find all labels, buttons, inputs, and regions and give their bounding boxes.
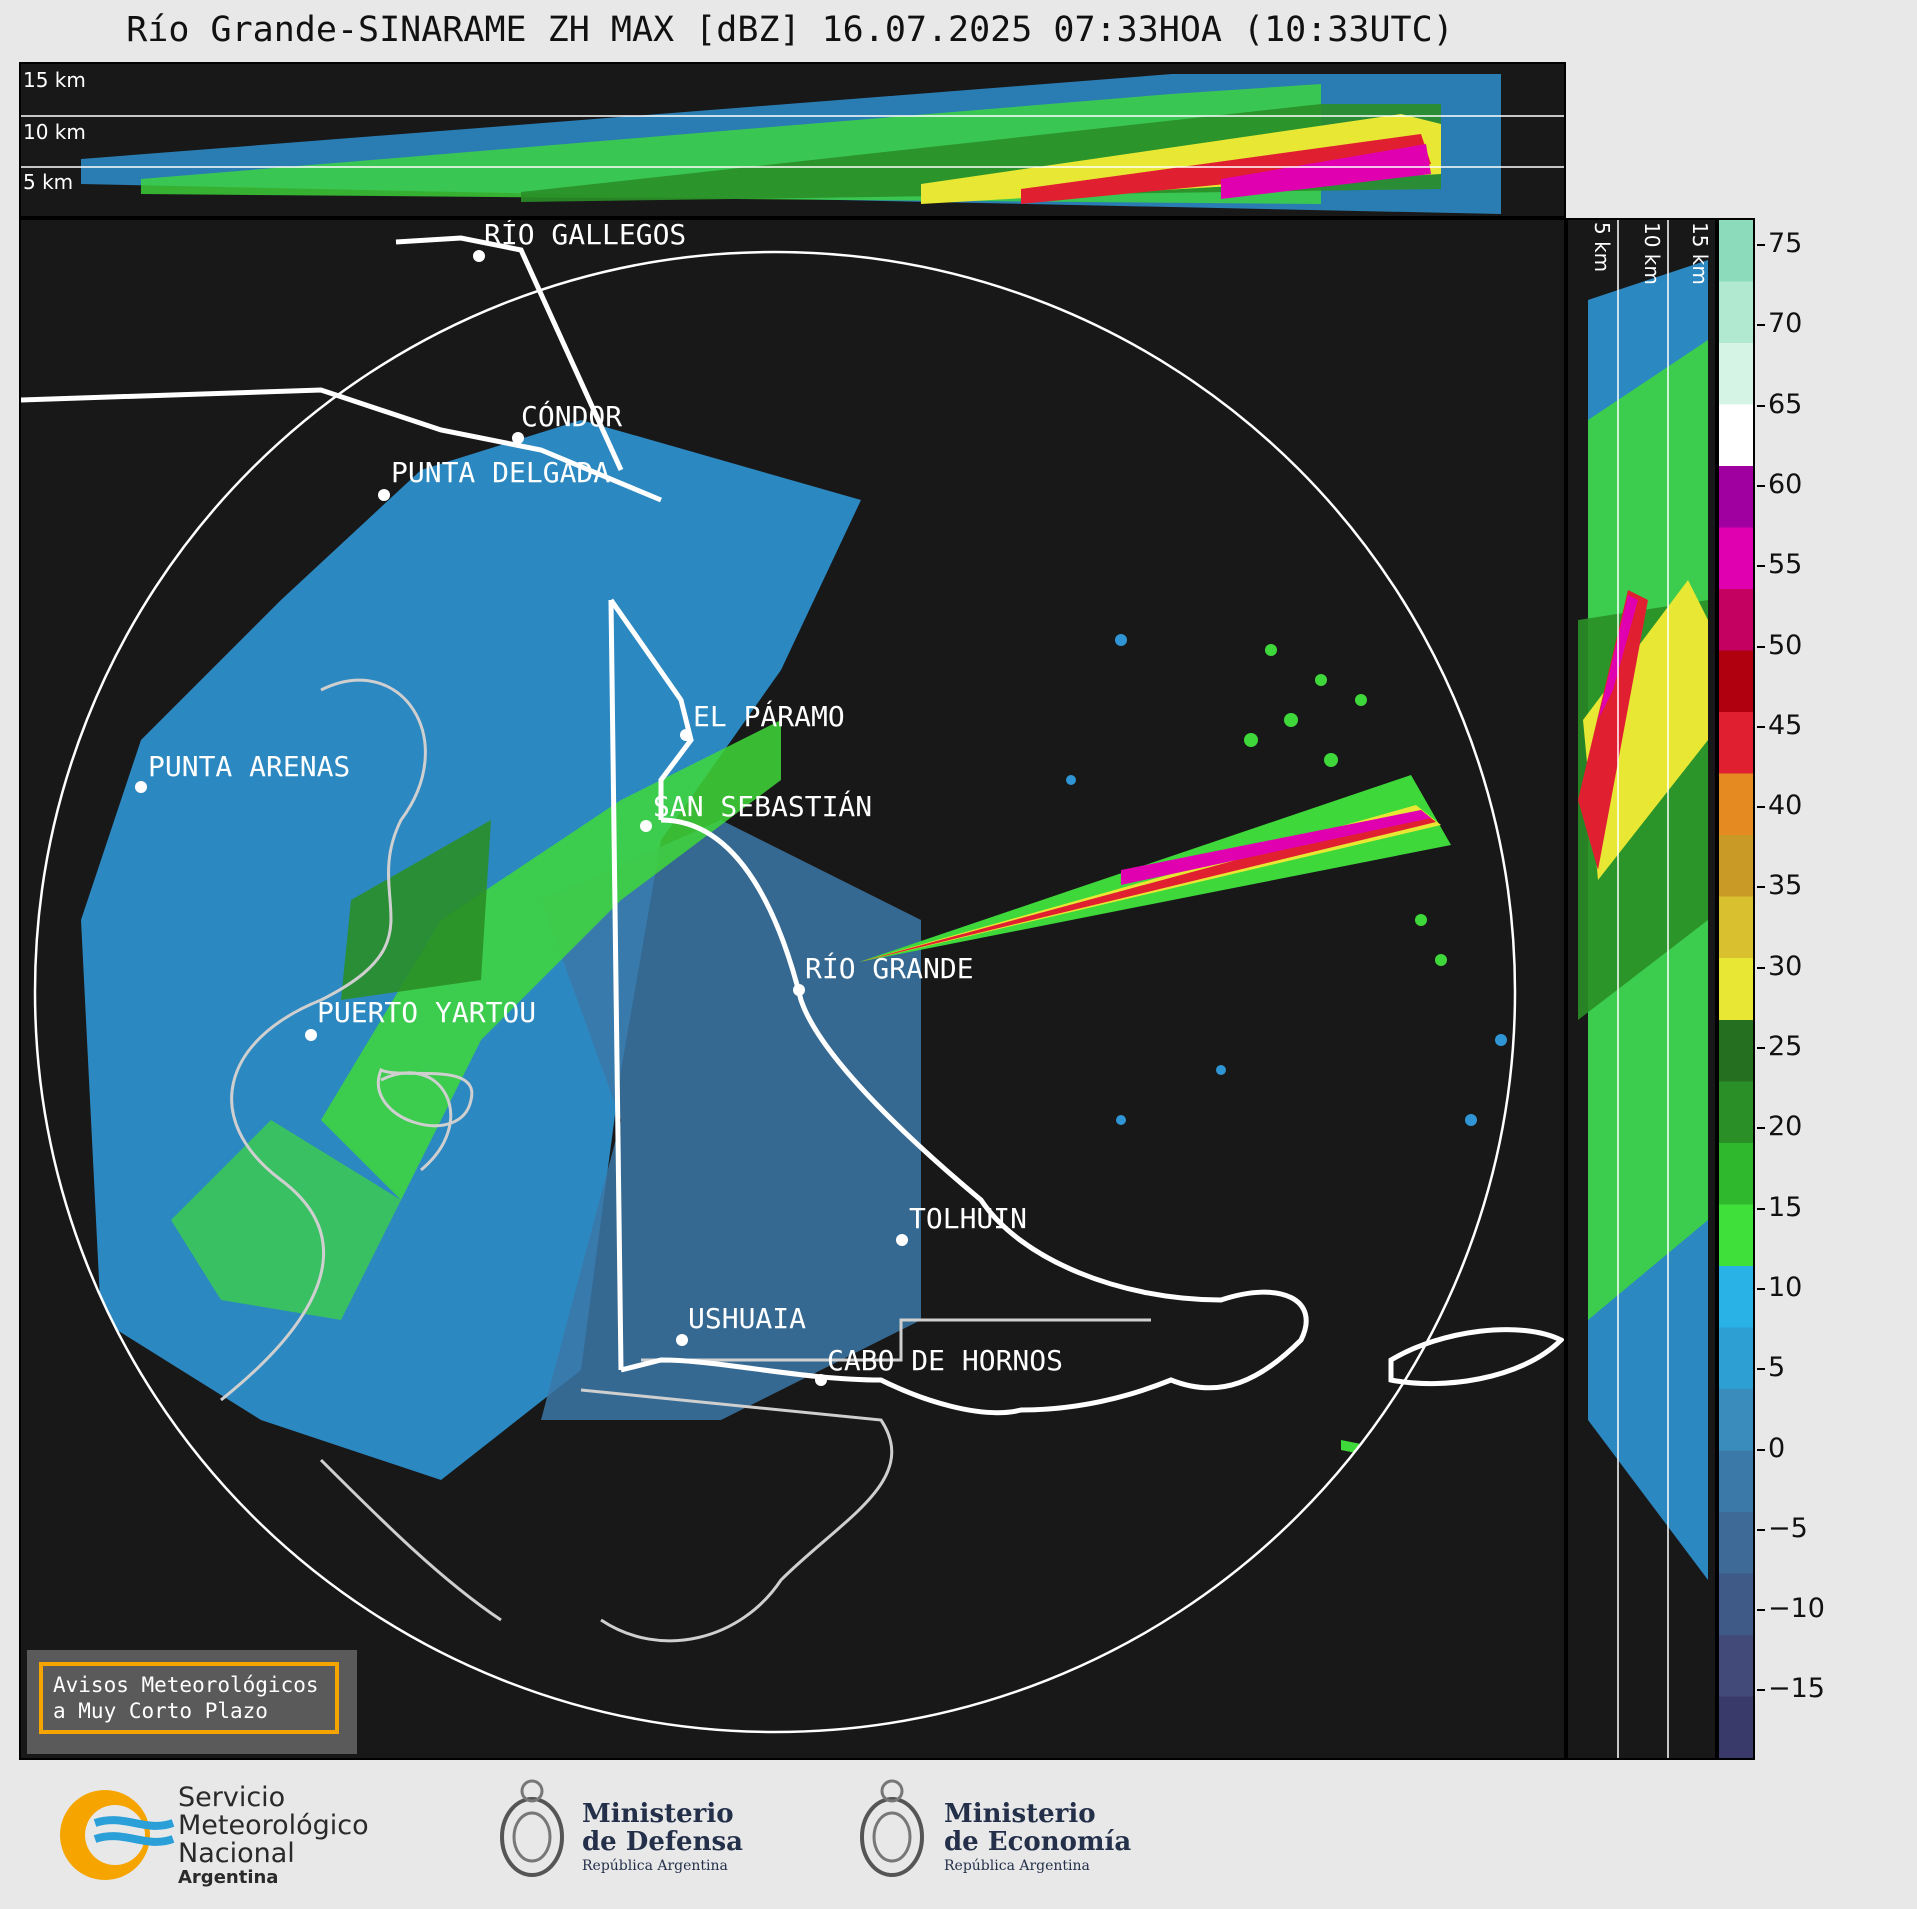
chart-title: Río Grande-SINARAME ZH MAX [dBZ] 16.07.2… bbox=[126, 10, 1454, 50]
colorbar-tick-label: −5 bbox=[1768, 1512, 1808, 1544]
coastlines bbox=[220, 678, 1151, 1643]
smn-line-2: Meteorológico bbox=[178, 1810, 369, 1841]
right-cross-section-echoes bbox=[1578, 220, 1708, 1758]
city-label-el-paramo: EL PÁRAMO bbox=[693, 700, 845, 733]
colorbar-tick-label: 30 bbox=[1768, 950, 1803, 982]
colorbar-tick bbox=[1757, 1207, 1765, 1210]
city-markers bbox=[135, 250, 908, 1386]
city-label-rio-grande: RÍO GRANDE bbox=[805, 952, 974, 985]
colorbar-tick-label: 40 bbox=[1768, 790, 1803, 822]
city-label-punta-arenas: PUNTA ARENAS bbox=[148, 750, 351, 783]
defensa-line-1: Ministerio bbox=[582, 1799, 734, 1829]
echo-cells-east bbox=[1244, 644, 1447, 966]
city-label-cabo-de-hornos: CABO DE HORNOS bbox=[827, 1344, 1064, 1377]
colorbar-tick-label: 0 bbox=[1768, 1432, 1786, 1464]
right-height-label-10: 10 km bbox=[1640, 222, 1664, 285]
colorbar-tick-label: 75 bbox=[1768, 228, 1803, 259]
colorbar-tick bbox=[1757, 725, 1765, 728]
colorbar-tick-label: 10 bbox=[1768, 1271, 1803, 1303]
defensa-logo-text: Ministerio de Defensa República Argentin… bbox=[582, 1800, 743, 1876]
colorbar-tick bbox=[1757, 1689, 1765, 1692]
colorbar-tick bbox=[1757, 645, 1765, 648]
avisos-box: Avisos Meteorológicos a Muy Corto Plazo bbox=[27, 1650, 357, 1754]
colorbar-tick bbox=[1757, 806, 1765, 809]
colorbar-tick-label: 25 bbox=[1768, 1031, 1803, 1062]
echo-spike-magenta bbox=[1121, 810, 1431, 885]
echo-streak-green bbox=[1341, 1440, 1441, 1470]
smn-line-3: Nacional bbox=[178, 1838, 295, 1869]
top-height-label-5: 5 km bbox=[23, 170, 74, 194]
colorbar-tick bbox=[1757, 1528, 1765, 1531]
city-label-puerto-yartou: PUERTO YARTOU bbox=[317, 996, 537, 1029]
economia-line-1: Ministerio bbox=[944, 1799, 1096, 1829]
smn-logo-icon bbox=[60, 1790, 175, 1880]
echo-band-green-1 bbox=[321, 720, 781, 1200]
colorbar-tick bbox=[1757, 1609, 1765, 1612]
colorbar-tick bbox=[1757, 966, 1765, 969]
defensa-line-2: de Defensa bbox=[582, 1827, 743, 1857]
colorbar-tick-label: 50 bbox=[1768, 629, 1803, 661]
city-label-tolhuin: TOLHUIN bbox=[909, 1202, 1028, 1235]
top-cross-section-echoes bbox=[21, 64, 1564, 214]
defensa-seal-icon bbox=[500, 1779, 564, 1877]
colorbar-tick-label: 45 bbox=[1768, 709, 1803, 741]
city-label-punta-delgada: PUNTA DELGADA bbox=[391, 456, 611, 489]
city-label-rio-gallegos: RÍO GALLEGOS bbox=[484, 218, 687, 251]
colorbar-tick-label: 55 bbox=[1768, 549, 1803, 581]
radar-map-panel[interactable]: RÍO GALLEGOS CÓNDOR PUNTA DELGADA EL PÁR… bbox=[19, 218, 1566, 1760]
right-height-label-15: 15 km bbox=[1688, 222, 1712, 285]
colorbar-tick bbox=[1757, 886, 1765, 889]
economia-seal-icon bbox=[860, 1779, 924, 1877]
colorbar-tick-label: 65 bbox=[1768, 388, 1803, 420]
colorbar-tick bbox=[1757, 1127, 1765, 1130]
radar-range-ring bbox=[33, 250, 1517, 1734]
avisos-line-1: Avisos Meteorológicos bbox=[53, 1673, 319, 1697]
colorbar-tick bbox=[1757, 244, 1765, 246]
colorbar-tick bbox=[1757, 565, 1765, 568]
economia-line-3: República Argentina bbox=[944, 1858, 1090, 1874]
dbz-colorbar bbox=[1717, 218, 1755, 1760]
colorbar-tick bbox=[1757, 404, 1765, 407]
colorbar-tick bbox=[1757, 1287, 1765, 1290]
echo-region-center bbox=[541, 820, 921, 1420]
city-label-ushuaia: USHUAIA bbox=[688, 1302, 807, 1335]
right-cross-section-panel: 5 km 10 km 15 km bbox=[1566, 218, 1717, 1760]
colorbar-tick bbox=[1757, 484, 1765, 487]
colorbar-tick bbox=[1757, 324, 1765, 327]
colorbar-tick bbox=[1757, 1448, 1765, 1451]
city-label-san-sebastian: SAN SEBASTIÁN bbox=[653, 790, 873, 823]
colorbar-tick-label: 5 bbox=[1768, 1352, 1786, 1384]
boundaries bbox=[21, 235, 1564, 1416]
avisos-line-2: a Muy Corto Plazo bbox=[53, 1699, 268, 1723]
colorbar-tick-label: 15 bbox=[1768, 1191, 1803, 1223]
right-height-label-5: 5 km bbox=[1590, 222, 1614, 273]
colorbar-tick bbox=[1757, 1047, 1765, 1049]
defensa-line-3: República Argentina bbox=[582, 1858, 728, 1874]
colorbar-tick-label: 20 bbox=[1768, 1111, 1803, 1143]
colorbar-tick-label: −10 bbox=[1768, 1593, 1825, 1625]
colorbar-tick-label: −15 bbox=[1768, 1673, 1825, 1705]
colorbar-tick bbox=[1757, 1368, 1765, 1371]
colorbar-tick-label: 70 bbox=[1768, 308, 1803, 340]
echo-band-green-2 bbox=[341, 820, 491, 1000]
city-label-condor: CÓNDOR bbox=[521, 400, 623, 433]
top-height-label-15: 15 km bbox=[23, 68, 86, 92]
economia-logo-text: Ministerio de Economía República Argenti… bbox=[944, 1800, 1131, 1876]
smn-line-4: Argentina bbox=[178, 1867, 279, 1888]
top-height-label-10: 10 km bbox=[23, 120, 86, 144]
echo-cells-east-blue bbox=[1066, 634, 1507, 1126]
smn-line-1: Servicio bbox=[178, 1782, 286, 1813]
colorbar-tick-label: 35 bbox=[1768, 870, 1803, 902]
echo-band-green-3 bbox=[171, 1120, 401, 1320]
economia-line-2: de Economía bbox=[944, 1827, 1132, 1857]
radar-map bbox=[21, 235, 1564, 1734]
top-cross-section-panel: 15 km 10 km 5 km bbox=[19, 62, 1566, 218]
smn-logo-text: Servicio Meteorológico Nacional Argentin… bbox=[178, 1784, 369, 1888]
colorbar-tick-label: 60 bbox=[1768, 468, 1803, 500]
